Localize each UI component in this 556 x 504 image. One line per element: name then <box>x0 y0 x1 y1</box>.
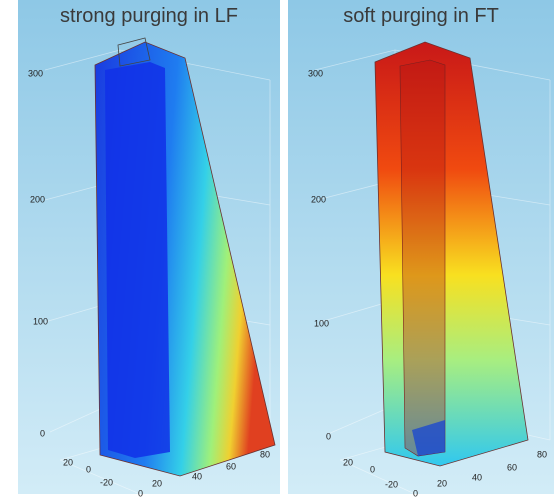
panel-title: strong purging in LF <box>60 5 238 27</box>
z-tick-label: 200 <box>311 194 326 204</box>
y-tick-label: 80 <box>537 449 547 459</box>
y-tick-label: 40 <box>192 471 202 481</box>
z-tick-label: 100 <box>33 316 48 326</box>
x-tick-label: -20 <box>385 479 398 489</box>
panel: strong purging in LF 300 200 100 0 20 0 … <box>18 0 280 498</box>
top-edge <box>117 37 151 67</box>
y-tick-label: 20 <box>437 478 447 488</box>
y-tick-label: 60 <box>226 461 236 471</box>
inner-slab <box>105 62 170 458</box>
y-tick-label: 80 <box>260 449 270 459</box>
x-tick-label: 20 <box>343 457 353 467</box>
inner-slab <box>399 59 446 457</box>
z-tick-label: 0 <box>326 431 331 441</box>
y-tick-label: 60 <box>507 462 517 472</box>
z-tick-label: 300 <box>28 68 43 78</box>
panel-title: soft purging in FT <box>343 5 499 27</box>
z-tick-label: 100 <box>314 318 329 328</box>
y-tick-label: 40 <box>472 472 482 482</box>
x-tick-label: 0 <box>138 488 143 498</box>
z-tick-label: 200 <box>30 194 45 204</box>
x-tick-label: 20 <box>63 457 73 467</box>
geometry <box>374 41 529 467</box>
y-tick-label: 20 <box>152 478 162 488</box>
x-tick-label: 0 <box>370 464 375 474</box>
z-tick-label: 300 <box>308 68 323 78</box>
inner-slab-base <box>412 420 445 456</box>
x-tick-label: -20 <box>100 477 113 487</box>
z-tick-label: 0 <box>40 428 45 438</box>
x-tick-label: 0 <box>413 488 418 498</box>
panel: soft purging in FT 300 200 100 0 20 0 -2… <box>288 0 554 498</box>
x-tick-label: 0 <box>86 464 91 474</box>
